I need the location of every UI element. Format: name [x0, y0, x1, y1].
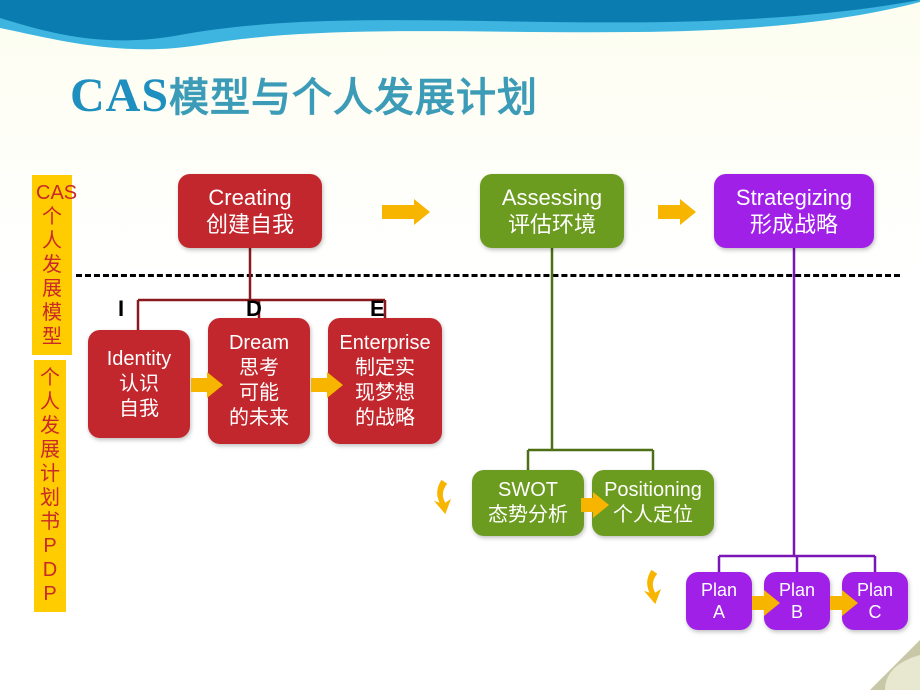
- node-plan-a: PlanA: [686, 572, 752, 630]
- ide-letter-E: E: [370, 296, 385, 322]
- arrow-head-icon: [842, 590, 858, 616]
- node-line: Identity: [107, 347, 171, 372]
- node-line: 可能: [239, 381, 279, 406]
- node-line: SWOT: [498, 478, 558, 503]
- node-identity: Identity认识自我: [88, 330, 190, 438]
- node-line: 的战略: [355, 406, 415, 431]
- node-line: 态势分析: [488, 503, 568, 528]
- node-line: 评估环境: [508, 211, 596, 239]
- arrow-right-icon: [311, 378, 327, 392]
- arrow-right-icon: [752, 596, 764, 610]
- header-wave: [0, 0, 920, 65]
- node-line: Strategizing: [736, 184, 852, 212]
- node-line: 自我: [119, 397, 159, 422]
- node-creating: Creating创建自我: [178, 174, 322, 248]
- arrow-head-icon: [414, 199, 430, 225]
- title-part1: CAS: [70, 69, 169, 122]
- node-line: Plan: [701, 579, 737, 602]
- node-line: Enterprise: [339, 331, 430, 356]
- node-swot: SWOT态势分析: [472, 470, 584, 536]
- arrow-head-icon: [327, 372, 343, 398]
- node-line: Dream: [229, 331, 289, 356]
- arrow-right-icon: [658, 205, 680, 219]
- node-line: Creating: [208, 184, 291, 212]
- node-line: 个人定位: [613, 503, 693, 528]
- arrow-head-icon: [680, 199, 696, 225]
- node-line: Plan: [779, 579, 815, 602]
- node-line: A: [713, 601, 725, 624]
- page-title: CAS模型与个人发展计划: [70, 65, 538, 123]
- node-line: 的未来: [229, 406, 289, 431]
- arrow-head-icon: [764, 590, 780, 616]
- ide-letter-D: D: [246, 296, 262, 322]
- node-strategizing: Strategizing形成战略: [714, 174, 874, 248]
- side-label-cas-model: CAS 个人 发展 模型: [32, 175, 72, 355]
- arrow-right-icon: [581, 498, 593, 512]
- node-line: 创建自我: [206, 211, 294, 239]
- node-enterprise: Enterprise制定实现梦想的战略: [328, 318, 442, 444]
- node-dream: Dream思考可能的未来: [208, 318, 310, 444]
- arrow-right-icon: [191, 378, 207, 392]
- arrow-right-icon: [830, 596, 842, 610]
- arrow-head-icon: [207, 372, 223, 398]
- side-label-pdp: 个人发展计划书PDP: [34, 360, 66, 612]
- arrow-right-icon: [382, 205, 414, 219]
- node-line: 形成战略: [750, 211, 838, 239]
- node-line: Assessing: [502, 184, 602, 212]
- title-part2: 模型与个人发展计划: [169, 76, 538, 120]
- ide-letter-I: I: [118, 296, 124, 322]
- curved-arrow-icon: [642, 568, 680, 606]
- page-corner-icon: [870, 640, 920, 690]
- node-line: C: [869, 601, 882, 624]
- node-line: 现梦想: [355, 381, 415, 406]
- node-line: B: [791, 601, 803, 624]
- curved-arrow-icon: [432, 478, 470, 516]
- node-line: Positioning: [604, 478, 702, 503]
- arrow-head-icon: [593, 492, 609, 518]
- node-line: 制定实: [355, 356, 415, 381]
- node-positioning: Positioning个人定位: [592, 470, 714, 536]
- node-line: Plan: [857, 579, 893, 602]
- node-line: 认识: [119, 372, 159, 397]
- node-assessing: Assessing评估环境: [480, 174, 624, 248]
- dashed-divider: [76, 274, 900, 277]
- node-line: 思考: [239, 356, 279, 381]
